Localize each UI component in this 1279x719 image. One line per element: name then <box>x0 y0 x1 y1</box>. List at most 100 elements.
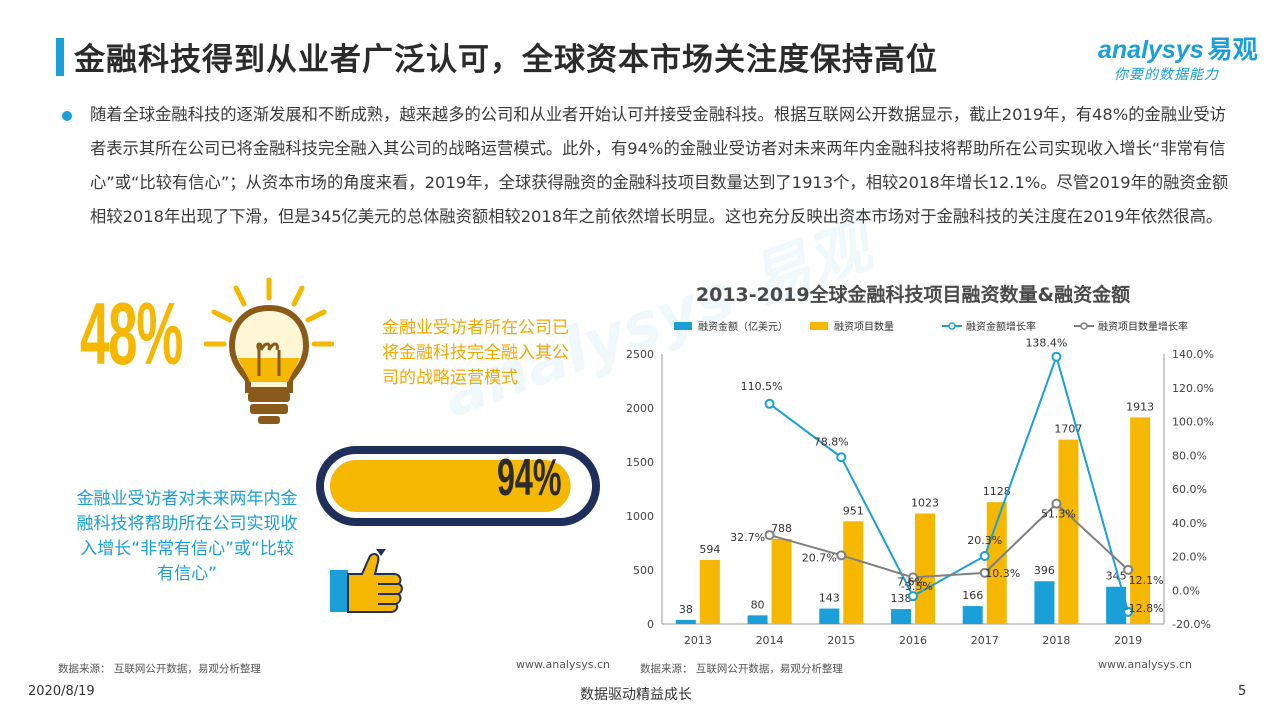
line-data-label: 12.1% <box>1129 574 1164 587</box>
logo-tagline: 你要的数据能力 <box>1114 67 1219 83</box>
stat-94-description: 金融业受访者对未来两年内金融科技将帮助所在公司实现收入增长“非常有信心”或“比较… <box>76 489 298 584</box>
bar-count <box>986 502 1007 624</box>
x-tick-label: 2019 <box>1114 634 1142 647</box>
line-point <box>1123 564 1134 575</box>
y-tick-label-left: 1000 <box>626 510 654 523</box>
bar-amount <box>891 609 911 624</box>
line-data-label: 10.3% <box>985 567 1020 580</box>
y-tick-label-right: 60.0% <box>1172 483 1207 496</box>
stat-94-value: 94% <box>497 449 562 507</box>
x-tick-label: 2013 <box>684 634 712 647</box>
line-data-label: 20.3% <box>967 534 1002 547</box>
y-tick-label-right: 120.0% <box>1172 382 1214 395</box>
bar-amount <box>747 615 768 624</box>
line-data-label: 7.6% <box>897 575 925 588</box>
y-tick-label-right: 140.0% <box>1172 348 1214 361</box>
x-tick-label: 2015 <box>827 634 855 647</box>
y-tick-label-right: 100.0% <box>1172 416 1214 429</box>
bar-count <box>771 538 792 624</box>
bar-data-label: 396 <box>1034 564 1055 577</box>
line-point <box>908 591 918 602</box>
page-title: 金融科技得到从业者广泛认可，全球资本市场关注度保持高位 <box>74 42 938 78</box>
bar-count <box>1058 439 1079 624</box>
line-data-label: 32.7% <box>730 531 765 544</box>
line-point <box>979 550 990 561</box>
y-tick-label-right: 0.0% <box>1172 584 1200 597</box>
chart-title: 2013-2019全球金融科技项目融资数量&融资金额 <box>695 284 1131 306</box>
legend-swatch <box>810 322 828 330</box>
legend-label: 融资金额增长率 <box>966 320 1036 333</box>
line-data-label: -12.8% <box>1125 602 1164 615</box>
thumbs-up-icon <box>330 549 403 613</box>
logo-wordmark: analysys 易观 <box>1098 36 1258 64</box>
bar-count <box>1130 417 1151 624</box>
x-tick-label: 2014 <box>756 634 784 647</box>
logo-a-swoosh-icon: a <box>1098 36 1112 64</box>
lightbulb-icon <box>204 277 334 424</box>
stat-48-description: 金融业受访者所在公司已将金融科技完全融入其公司的战略运营模式 <box>382 318 569 388</box>
line-count-growth <box>769 502 1129 579</box>
footer-date: 2020/8/19 <box>28 684 95 699</box>
y-tick-label-right: -20.0% <box>1172 618 1211 631</box>
progress-bar-94-fill <box>330 460 571 512</box>
legend-swatch-marker <box>948 322 956 330</box>
legend-label: 融资项目数量 <box>834 320 894 333</box>
title-accent-bar <box>56 38 64 76</box>
line-data-label: 110.5% <box>741 380 783 393</box>
source-note-right: 数据来源： 互联网公开数据，易观分析整理 <box>640 663 843 675</box>
bar-data-label: 345 <box>1106 570 1127 583</box>
funding-chart: 0 500 1000 1500 2000 2500 -20.0% 0.0% 20.0% 40.0%… <box>626 320 1214 647</box>
line-point <box>1123 606 1134 617</box>
legend-label: 融资金额（亿美元） <box>698 320 788 333</box>
y-tick-label-right: 20.0% <box>1172 551 1207 564</box>
bar-data-label: 138 <box>891 592 912 605</box>
y-tick-label-left: 500 <box>633 564 654 577</box>
bar-count <box>843 521 864 624</box>
line-data-label: 138.4% <box>1025 337 1067 350</box>
line-data-label: -3.5% <box>901 580 933 593</box>
line-point <box>979 567 990 578</box>
y-tick-label-left: 2500 <box>626 348 654 361</box>
bar-data-label: 788 <box>771 522 792 535</box>
stat-48-value: 48% <box>80 284 183 383</box>
bar-data-label: 80 <box>751 598 765 611</box>
progress-bar-94 <box>316 446 600 526</box>
y-tick-label-left: 1500 <box>626 456 654 469</box>
line-data-label: 20.7% <box>802 551 837 564</box>
y-tick-label-right: 40.0% <box>1172 517 1207 530</box>
analysys-logo: analysys 易观 你要的数据能力 <box>1098 30 1258 90</box>
bar-count <box>915 513 935 624</box>
legend-label: 融资项目数量增长率 <box>1098 320 1188 333</box>
line-point <box>1051 498 1062 509</box>
source-url-right: www.analysys.cn <box>1098 658 1192 671</box>
line-point <box>764 530 775 541</box>
x-tick-label: 2016 <box>899 634 927 647</box>
bar-data-label: 166 <box>962 589 983 602</box>
line-point <box>836 550 847 561</box>
y-tick-label-left: 0 <box>647 618 654 631</box>
bar-data-label: 951 <box>843 504 864 517</box>
legend-swatch-marker <box>1080 322 1088 330</box>
line-data-label: 78.8% <box>814 435 849 448</box>
intro-paragraph: 随着全球金融科技的逐渐发展和不断成熟，越来越多的公司和从业者开始认可并接受金融科… <box>90 105 1229 226</box>
bar-amount <box>1034 581 1055 624</box>
bar-data-label: 143 <box>819 592 840 605</box>
page-number: 5 <box>1238 684 1247 699</box>
line-point <box>1051 351 1062 362</box>
x-tick-label: 2017 <box>971 634 999 647</box>
bar-data-label: 1128 <box>983 485 1011 498</box>
source-url-left: www.analysys.cn <box>516 658 610 671</box>
bar-data-label: 1913 <box>1126 400 1154 413</box>
line-point <box>908 572 918 583</box>
bar-data-label: 38 <box>679 603 693 616</box>
legend-swatch <box>674 322 692 330</box>
line-data-label: 51.3% <box>1041 508 1076 521</box>
bar-amount <box>1106 586 1127 624</box>
bar-data-label: 1023 <box>911 497 939 510</box>
x-tick-label: 2018 <box>1042 634 1070 647</box>
source-note-left: 数据来源： 互联网公开数据，易观分析整理 <box>58 663 261 675</box>
bar-data-label: 594 <box>699 543 720 556</box>
y-tick-label-left: 2000 <box>626 402 654 415</box>
bullet-dot <box>62 111 72 121</box>
y-tick-label-right: 80.0% <box>1172 449 1207 462</box>
